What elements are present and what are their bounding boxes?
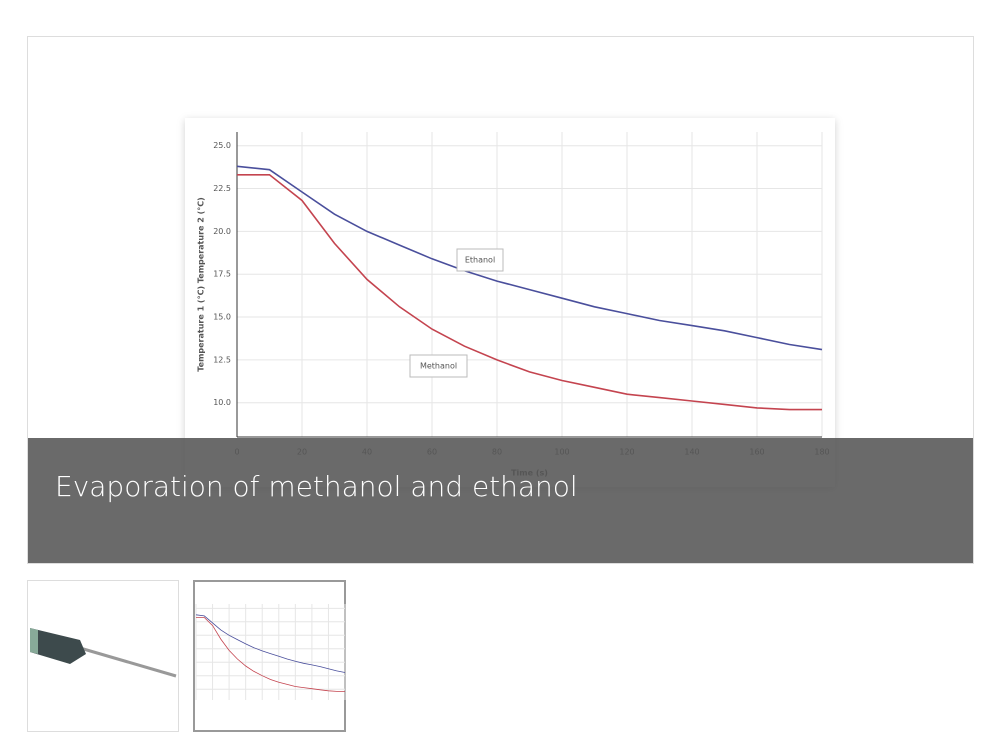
y-tick-label: 12.5 <box>213 355 231 364</box>
y-tick-label: 20.0 <box>213 227 231 236</box>
y-tick-label: 10.0 <box>213 398 231 407</box>
y-axis-title: Temperature 1 (°C) Temperature 2 (°C) <box>197 197 206 372</box>
annotation-box <box>456 248 504 272</box>
line-series <box>236 165 823 351</box>
probe-cap <box>30 628 38 654</box>
thumbnail-plot <box>195 604 346 700</box>
y-tick-label: 22.5 <box>213 184 231 193</box>
series-annotation: Ethanol <box>465 256 495 265</box>
y-tick-label: 25.0 <box>213 141 231 150</box>
y-tick-label: 17.5 <box>213 270 231 279</box>
y-tick-label: 15.0 <box>213 313 231 322</box>
probe-rod <box>79 646 177 678</box>
thumbnail-chart[interactable] <box>193 580 346 732</box>
line-series <box>237 174 822 411</box>
annotation-box <box>409 354 468 378</box>
caption: Evaporation of methanol and ethanol <box>55 470 578 503</box>
line-series <box>195 614 346 673</box>
probe-handle <box>30 628 86 664</box>
line-series <box>196 617 345 692</box>
thumbnail-frame[interactable] <box>193 580 346 732</box>
thumbnail-probe[interactable] <box>27 580 179 732</box>
series-annotation: Methanol <box>420 362 457 371</box>
caption-overlay <box>28 438 973 563</box>
chart-card <box>185 118 835 487</box>
